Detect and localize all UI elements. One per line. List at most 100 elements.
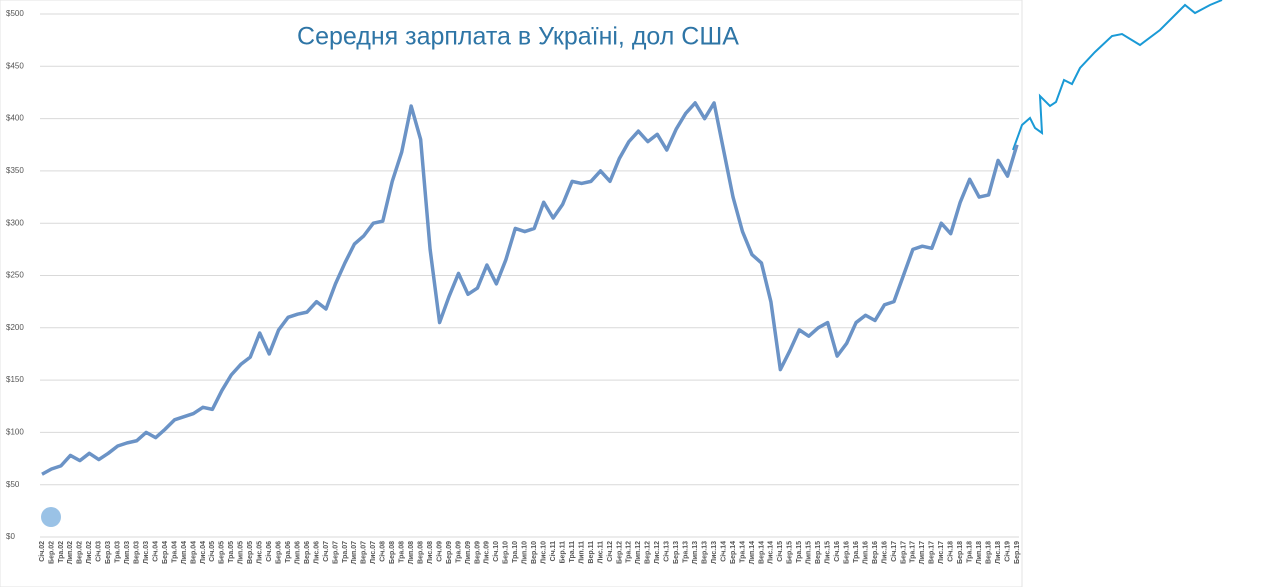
x-tick-label: Лип.02: [67, 541, 74, 564]
x-tick-label: Тра.11: [569, 541, 576, 563]
x-tick-label: Бер.13: [673, 541, 680, 564]
x-tick-label: Бер.09: [446, 541, 453, 564]
x-tick-label: Лип.03: [124, 541, 131, 564]
x-tick-label: Лис.07: [370, 541, 377, 564]
x-tick-label: Тра.10: [512, 541, 519, 563]
x-tick-label: Лип.07: [351, 541, 358, 564]
x-tick-label: Лис.12: [654, 541, 661, 564]
x-tick-label: Тра.02: [58, 541, 65, 563]
logo: [41, 507, 61, 527]
x-tick-label: Вер.10: [531, 541, 538, 564]
x-tick-label: Січ.02: [38, 541, 46, 562]
x-tick-label: Лип.11: [578, 541, 585, 564]
y-tick-label: $250: [6, 271, 24, 280]
x-tick-label: Тра.15: [796, 541, 803, 563]
y-tick-label: $50: [6, 480, 20, 489]
chart-frame: [0, 0, 1023, 587]
x-tick-label: Вер.02: [77, 541, 84, 564]
x-tick-label: Бер.06: [275, 541, 282, 564]
x-tick-label: Тра.17: [910, 541, 917, 563]
y-tick-label: $300: [6, 218, 24, 227]
y-tick-label: $350: [6, 166, 24, 175]
x-tick-label: Бер.07: [332, 541, 339, 564]
x-tick-label: Бер.15: [787, 541, 794, 564]
x-tick-label: Тра.09: [455, 541, 462, 563]
x-tick-label: Бер.17: [900, 541, 907, 564]
x-tick-label: Вер.07: [361, 541, 368, 564]
x-tick-label: Лип.18: [976, 541, 983, 564]
x-tick-label: Лис.02: [86, 541, 93, 564]
x-tick-label: Лис.16: [881, 541, 888, 564]
x-tick-label: Лип.04: [181, 541, 188, 564]
x-tick-label: Лип.15: [806, 541, 813, 564]
x-tick-label: Січ.17: [890, 541, 898, 562]
x-tick-label: Тра.16: [853, 541, 860, 563]
x-tick-label: Вер.05: [247, 541, 254, 564]
x-tick-label: Січ.19: [1003, 541, 1011, 562]
x-tick-label: Тра.03: [115, 541, 122, 563]
x-tick-label: Бер.16: [843, 541, 850, 564]
x-tick-label: Вер.11: [588, 541, 595, 564]
x-tick-label: Січ.03: [95, 541, 103, 562]
x-tick-label: Бер.19: [1014, 541, 1021, 564]
x-tick-label: Січ.07: [322, 541, 330, 562]
x-tick-label: Січ.09: [435, 541, 443, 562]
x-tick-label: Лис.05: [257, 541, 264, 564]
x-tick-label: Тра.13: [683, 541, 690, 563]
x-tick-label: Лип.14: [749, 541, 756, 564]
x-tick-label: Лис.04: [200, 541, 207, 564]
y-tick-label: $400: [6, 114, 24, 123]
y-tick-label: $450: [6, 61, 24, 70]
x-tick-label: Бер.14: [730, 541, 737, 564]
y-tick-label: $100: [6, 428, 24, 437]
x-tick-label: Бер.10: [503, 541, 510, 564]
x-tick-label: Тра.14: [739, 541, 746, 563]
x-tick-label: Вер.16: [872, 541, 879, 564]
x-tick-label: Січ.16: [833, 541, 841, 562]
x-tick-label: Бер.12: [616, 541, 623, 564]
x-tick-label: Вер.13: [701, 541, 708, 564]
x-tick-label: Січ.11: [549, 541, 557, 562]
forecast-sketch: [1012, 0, 1223, 151]
x-tick-label: Січ.08: [379, 541, 387, 562]
y-tick-label: $150: [6, 375, 24, 384]
x-tick-label: Бер.08: [389, 541, 396, 564]
x-tick-label: Лип.17: [919, 541, 926, 564]
x-tick-label: Вер.18: [985, 541, 992, 564]
chart-title: Середня зарплата в Україні, дол США: [297, 23, 739, 51]
x-tick-label: Вер.17: [929, 541, 936, 564]
x-tick-label: Бер.03: [105, 541, 112, 564]
x-tick-label: Тра.12: [626, 541, 633, 563]
x-tick-label: Січ.12: [606, 541, 614, 562]
x-tick-label: Бер.04: [162, 541, 169, 564]
x-tick-label: Лис.17: [938, 541, 945, 564]
x-tick-label: Лис.18: [995, 541, 1002, 564]
x-tick-label: Бер.18: [957, 541, 964, 564]
x-tick-label: Лип.06: [294, 541, 301, 564]
x-tick-label: Вер.08: [417, 541, 424, 564]
x-tick-label: Лип.16: [862, 541, 869, 564]
x-tick-label: Січ.14: [719, 541, 727, 562]
x-tick-label: Лип.10: [522, 541, 529, 564]
x-tick-label: Вер.14: [758, 541, 765, 564]
x-tick-label: Вер.09: [474, 541, 481, 564]
x-tick-label: Лис.09: [484, 541, 491, 564]
x-tick-label: Січ.13: [663, 541, 671, 562]
x-tick-label: Вер.06: [304, 541, 311, 564]
x-tick-label: Лип.09: [465, 541, 472, 564]
x-tick-label: Тра.05: [228, 541, 235, 563]
x-tick-label: Бер.05: [219, 541, 226, 564]
y-tick-label: $500: [6, 9, 24, 18]
x-tick-label: Бер.02: [48, 541, 55, 564]
x-tick-label: Вер.15: [815, 541, 822, 564]
x-tick-label: Тра.08: [399, 541, 406, 563]
x-tick-label: Тра.06: [285, 541, 292, 563]
x-tick-label: Вер.03: [134, 541, 141, 564]
x-tick-label: Лис.03: [143, 541, 150, 564]
x-tick-label: Бер.11: [559, 541, 566, 564]
x-tick-label: Січ.10: [492, 541, 500, 562]
x-tick-label: Лис.14: [768, 541, 775, 564]
x-tick-label: Лип.13: [692, 541, 699, 564]
y-tick-label: $200: [6, 323, 24, 332]
